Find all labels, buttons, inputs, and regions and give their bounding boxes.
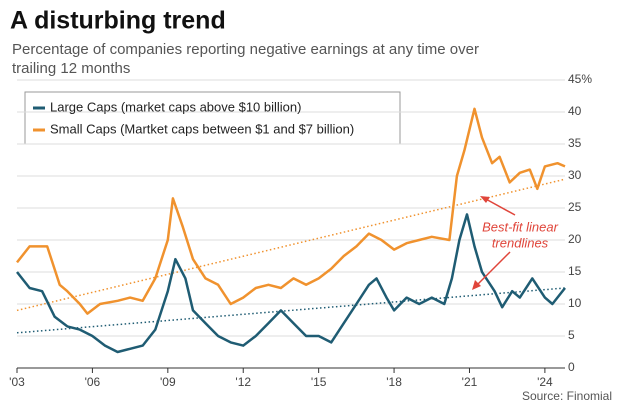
arrow-head (480, 196, 490, 203)
x-tick-label: '24 (537, 375, 553, 389)
annotation: Best-fit linear (482, 219, 559, 234)
legend-box (24, 91, 401, 145)
arrow (483, 197, 516, 216)
y-tick-label: 15 (568, 264, 582, 278)
x-tick-label: '18 (386, 375, 402, 389)
x-tick-label: '09 (160, 375, 176, 389)
legend-label: Large Caps (market caps above $10 billio… (50, 99, 301, 114)
series-line (16, 107, 566, 315)
chart-subtitle: trailing 12 months (12, 60, 130, 77)
x-tick-label: '15 (311, 375, 327, 389)
x-tick-label: '21 (462, 375, 478, 389)
annotation: trendlines (492, 235, 549, 250)
source: Source: Finomial (522, 389, 612, 403)
arrow-head (472, 280, 481, 290)
arrow (475, 251, 511, 287)
plot (16, 79, 566, 373)
trendline (16, 287, 566, 334)
x-tick-label: '06 (85, 375, 101, 389)
x-tick-label: '12 (235, 375, 251, 389)
chart-subtitle: Percentage of companies reporting negati… (12, 41, 479, 58)
chart-title: A disturbing trend (10, 7, 226, 35)
series-line (16, 213, 566, 354)
legend-label: Small Caps (Martket caps between $1 and … (50, 121, 354, 136)
y-tick-label: 35 (568, 136, 582, 150)
y-tick-label: 30 (568, 168, 582, 182)
y-tick-label: 40 (568, 104, 582, 118)
y-tick-label: 45% (568, 72, 592, 86)
y-tick-label: 20 (568, 232, 582, 246)
y-tick-label: 10 (568, 296, 582, 310)
y-tick-label: 0 (568, 360, 575, 374)
y-tick-label: 5 (568, 328, 575, 342)
x-tick-label: '03 (9, 375, 25, 389)
y-tick-label: 25 (568, 200, 582, 214)
